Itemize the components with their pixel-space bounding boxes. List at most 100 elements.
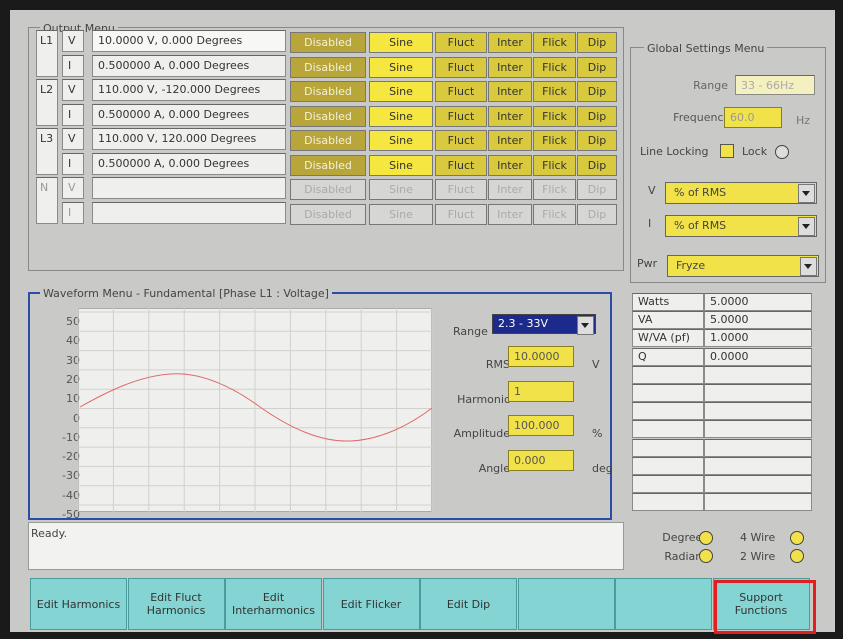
wire4-label: 4 Wire [740, 531, 776, 544]
output-button[interactable]: Dip [577, 81, 617, 102]
output-button[interactable]: Sine [369, 56, 433, 78]
range-dropdown[interactable]: 2.3 - 33V [492, 314, 596, 335]
output-button[interactable]: Fluct [435, 32, 487, 53]
toolbar-button[interactable]: Support Functions [712, 578, 810, 630]
output-button[interactable]: Flick [533, 32, 576, 53]
lock-radio[interactable] [775, 145, 789, 159]
value-cell [92, 177, 286, 199]
wire4-radio[interactable] [790, 531, 804, 545]
output-button[interactable]: Disabled [290, 154, 366, 176]
value-cell: 10.0000 V, 0.000 Degrees [92, 30, 286, 52]
output-button[interactable]: Dip [577, 32, 617, 53]
lock-checkbox[interactable] [720, 144, 734, 158]
i-dropdown[interactable]: % of RMS [665, 215, 817, 237]
field-label: RMS [485, 358, 510, 371]
output-button[interactable]: Fluct [435, 56, 487, 78]
wire2-radio[interactable] [790, 549, 804, 563]
toolbar-button[interactable]: Edit Fluct Harmonics [127, 578, 225, 630]
wire2-label: 2 Wire [740, 550, 776, 563]
output-button[interactable]: Disabled [290, 130, 366, 151]
output-button[interactable]: Inter [488, 32, 532, 53]
toolbar-button[interactable]: Edit Harmonics [30, 578, 127, 630]
output-button[interactable]: Flick [533, 203, 576, 225]
output-button[interactable]: Dip [577, 56, 617, 78]
radians-radio[interactable] [699, 549, 713, 563]
output-button[interactable]: Dip [577, 105, 617, 127]
pwr-dropdown[interactable]: Fryze [667, 255, 819, 277]
field-unit: deg [592, 461, 613, 475]
output-button[interactable]: Dip [577, 154, 617, 176]
waveform-plot [77, 308, 433, 512]
output-button[interactable]: Sine [369, 32, 433, 53]
output-button[interactable]: Disabled [290, 32, 366, 53]
screen: Output Menu L1 V 10.0000 V, 0.000 Degrees Di… [10, 10, 835, 634]
output-button[interactable]: Flick [533, 179, 576, 200]
output-button[interactable]: Disabled [290, 56, 366, 78]
output-button[interactable]: Disabled [290, 179, 366, 200]
output-button[interactable]: Disabled [290, 203, 366, 225]
output-button[interactable]: Sine [369, 203, 433, 225]
y-tick-label: 30 [66, 353, 80, 367]
phase-cell: L2 [36, 79, 58, 126]
measure-label-cell [632, 475, 704, 493]
value-cell [92, 201, 286, 224]
output-button[interactable]: Sine [369, 154, 433, 176]
toolbar-button[interactable] [615, 578, 712, 630]
output-button[interactable]: Fluct [435, 130, 487, 151]
value-cell: 110.000 V, -120.000 Degrees [92, 79, 286, 101]
output-button[interactable]: Fluct [435, 81, 487, 102]
i-label: I [648, 217, 652, 230]
output-button[interactable]: Inter [488, 105, 532, 127]
output-button[interactable]: Inter [488, 56, 532, 78]
value-cell: 0.500000 A, 0.000 Degrees [92, 54, 286, 77]
degrees-radio[interactable] [699, 531, 713, 545]
output-button[interactable]: Dip [577, 130, 617, 151]
output-button[interactable]: Sine [369, 105, 433, 127]
type-cell: I [62, 201, 84, 224]
output-button[interactable]: Flick [533, 81, 576, 102]
measure-value-cell [704, 384, 812, 402]
output-button[interactable]: Fluct [435, 105, 487, 127]
output-button[interactable]: Dip [577, 203, 617, 225]
output-button[interactable]: Fluct [435, 154, 487, 176]
output-button[interactable]: Sine [369, 81, 433, 102]
y-tick-label: 20 [66, 372, 80, 386]
type-cell: V [62, 128, 84, 150]
waveform-title: Waveform Menu - Fundamental [Phase L1 : … [40, 287, 332, 300]
output-button[interactable]: Disabled [290, 81, 366, 102]
field-label: Angle [478, 461, 510, 475]
measure-label-cell [632, 384, 704, 402]
degrees-label: Degrees [662, 531, 708, 544]
waveform-curve [79, 373, 433, 442]
output-button[interactable]: Sine [369, 130, 433, 151]
field-value: 100.000 [508, 415, 574, 436]
output-button[interactable]: Flick [533, 105, 576, 127]
toolbar-button[interactable]: Edit Dip [420, 578, 517, 630]
output-button[interactable]: Flick [533, 130, 576, 151]
line-locking-label: Line Locking [640, 145, 709, 158]
toolbar-button[interactable] [517, 578, 615, 630]
output-button[interactable]: Fluct [435, 179, 487, 200]
output-button[interactable]: Inter [488, 203, 532, 225]
output-button[interactable]: Fluct [435, 203, 487, 225]
type-cell: I [62, 152, 84, 175]
v-dropdown[interactable]: % of RMS [665, 182, 817, 204]
measure-label-cell [632, 493, 704, 512]
output-button[interactable]: Inter [488, 154, 532, 176]
value-cell: 110.000 V, 120.000 Degrees [92, 128, 286, 150]
output-button[interactable]: Disabled [290, 105, 366, 127]
y-tick-label: -20 [62, 450, 80, 464]
output-button[interactable]: Inter [488, 179, 532, 200]
output-button[interactable]: Flick [533, 154, 576, 176]
output-button[interactable]: Sine [369, 179, 433, 200]
output-button[interactable]: Inter [488, 81, 532, 102]
output-button[interactable]: Inter [488, 130, 532, 151]
output-button[interactable]: Flick [533, 56, 576, 78]
toolbar-button[interactable]: Edit Flicker [322, 578, 420, 630]
toolbar-button[interactable]: Edit Interharmonics [225, 578, 322, 630]
output-button[interactable]: Dip [577, 179, 617, 200]
measure-label-cell [632, 402, 704, 421]
value-cell: 0.500000 A, 0.000 Degrees [92, 103, 286, 126]
status-box: Ready. [28, 522, 624, 570]
